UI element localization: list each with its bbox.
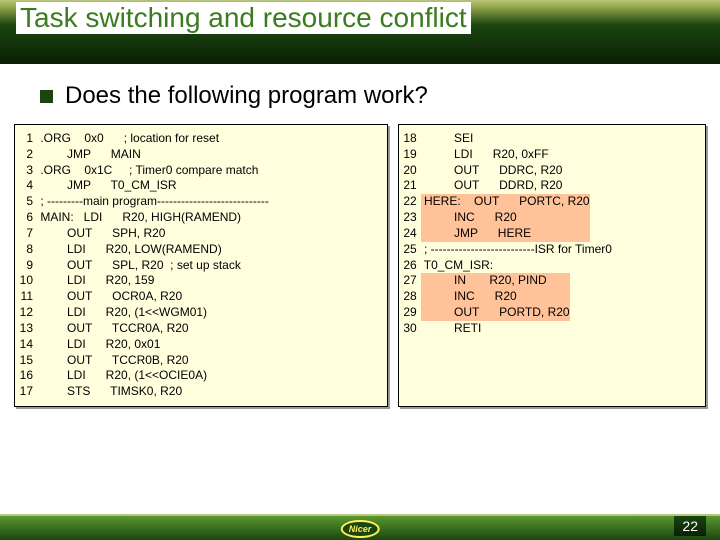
- highlight-main-loop: HERE: OUT PORTC, R20 INC R20 JMP HERE: [421, 194, 590, 241]
- logo-badge: Nicer: [341, 520, 380, 538]
- code-left: .ORG 0x0 ; location for reset JMP MAIN .…: [37, 131, 269, 400]
- title-bar: Task switching and resource conflict: [0, 0, 720, 64]
- line-numbers-left: 1 2 3 4 5 6 7 8 9 10 11 12 13 14 15 16 1…: [19, 131, 37, 400]
- subtitle-text: Does the following program work?: [65, 82, 428, 110]
- code-block-left: 1 2 3 4 5 6 7 8 9 10 11 12 13 14 15 16 1…: [14, 124, 388, 407]
- highlight-isr: IN R20, PIND INC R20 OUT PORTD, R20: [421, 273, 570, 320]
- slide-title: Task switching and resource conflict: [16, 2, 471, 34]
- code-block-right: 18 19 20 21 22 23 24 25 26 27 28 29 30 S…: [398, 124, 706, 407]
- code-container: 1 2 3 4 5 6 7 8 9 10 11 12 13 14 15 16 1…: [14, 124, 706, 407]
- subtitle-row: Does the following program work?: [0, 64, 720, 116]
- code-right: SEI LDI R20, 0xFF OUT DDRC, R20 OUT DDRD…: [421, 131, 612, 400]
- page-number: 22: [674, 516, 706, 536]
- line-numbers-right: 18 19 20 21 22 23 24 25 26 27 28 29 30: [403, 131, 421, 400]
- bullet-icon: [40, 90, 53, 103]
